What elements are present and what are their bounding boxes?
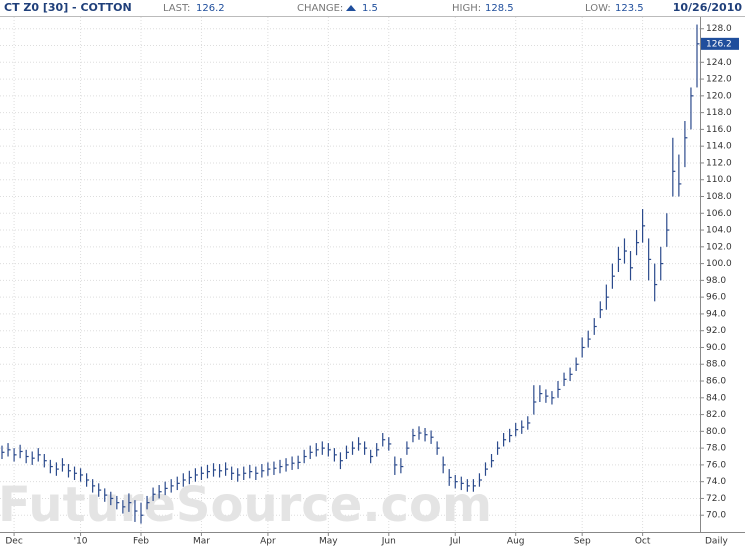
change-value: 1.5 xyxy=(362,3,378,14)
y-tick-label: 104.0 xyxy=(706,226,732,236)
x-tick-label: Oct xyxy=(635,537,651,547)
y-tick-label: 122.0 xyxy=(706,75,732,85)
y-tick-label: 102.0 xyxy=(706,242,732,252)
change-label: CHANGE: xyxy=(297,3,343,14)
header-bar xyxy=(0,0,745,16)
low-label: LOW: xyxy=(585,3,611,14)
y-tick-label: 80.0 xyxy=(706,427,726,437)
y-tick-label: 74.0 xyxy=(706,477,726,487)
y-tick-label: 76.0 xyxy=(706,460,726,470)
last-label: LAST: xyxy=(163,3,190,14)
y-tick-label: 88.0 xyxy=(706,360,726,370)
y-tick-label: 70.0 xyxy=(706,511,726,521)
last-marker-label: 126.2 xyxy=(706,39,732,49)
y-tick-label: 94.0 xyxy=(706,309,726,319)
low-value: 123.5 xyxy=(615,3,644,14)
y-tick-label: 112.0 xyxy=(706,158,732,168)
high-label: HIGH: xyxy=(452,3,481,14)
y-tick-label: 78.0 xyxy=(706,444,726,454)
y-tick-label: 108.0 xyxy=(706,192,732,202)
y-tick-label: 84.0 xyxy=(706,393,726,403)
y-tick-label: 114.0 xyxy=(706,142,732,152)
watermark: FutureSource.com xyxy=(0,477,492,533)
y-tick-label: 118.0 xyxy=(706,108,732,118)
y-tick-label: 92.0 xyxy=(706,326,726,336)
x-tick-label: Dec xyxy=(5,537,22,547)
x-tick-label: Feb xyxy=(133,537,149,547)
x-tick-label: '10 xyxy=(74,537,88,547)
last-value: 126.2 xyxy=(196,3,225,14)
chart-title: CT Z0 [30] - COTTON xyxy=(4,1,132,14)
x-tick-label: Jul xyxy=(449,537,461,547)
y-tick-label: 124.0 xyxy=(706,58,732,68)
y-tick-label: 120.0 xyxy=(706,91,732,101)
y-tick-label: 106.0 xyxy=(706,209,732,219)
x-tick-label: Apr xyxy=(260,537,276,547)
y-tick-label: 116.0 xyxy=(706,125,732,135)
x-tick-label: Mar xyxy=(193,537,210,547)
last-marker xyxy=(701,37,739,50)
interval-label: Daily xyxy=(705,537,728,547)
x-tick-label: Aug xyxy=(507,537,525,547)
y-tick-label: 98.0 xyxy=(706,276,726,286)
y-tick-label: 86.0 xyxy=(706,377,726,387)
y-tick-label: 96.0 xyxy=(706,293,726,303)
x-tick-label: Sep xyxy=(574,537,591,547)
x-tick-label: May xyxy=(319,537,338,547)
y-tick-label: 82.0 xyxy=(706,410,726,420)
x-tick-label: Jun xyxy=(381,537,396,547)
date: 10/26/2010 xyxy=(673,1,743,14)
y-tick-label: 100.0 xyxy=(706,259,732,269)
y-tick-label: 90.0 xyxy=(706,343,726,353)
y-tick-label: 110.0 xyxy=(706,175,732,185)
y-tick-label: 128.0 xyxy=(706,24,732,34)
up-arrow xyxy=(346,5,356,11)
y-tick-label: 72.0 xyxy=(706,494,726,504)
high-value: 128.5 xyxy=(485,3,514,14)
